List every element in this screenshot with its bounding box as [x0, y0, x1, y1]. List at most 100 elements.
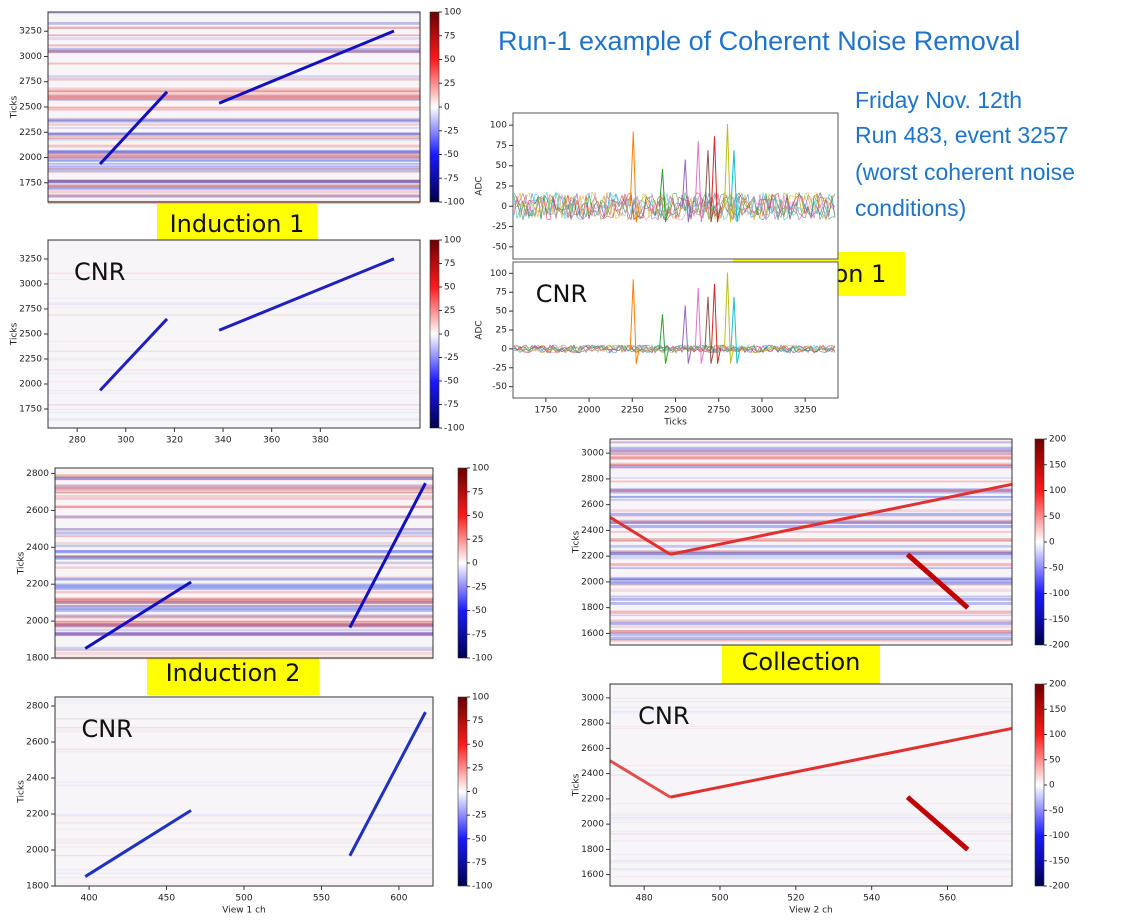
colorbar-tick-label: -75	[444, 400, 459, 410]
noise-stripe	[610, 869, 1012, 871]
noise-stripe	[610, 555, 1012, 560]
y-tick-label: 25	[496, 182, 507, 192]
tag-label: Collection	[742, 648, 861, 676]
noise-stripe	[610, 774, 1012, 776]
noise-stripe	[610, 597, 1012, 601]
track	[84, 809, 192, 878]
waveform-peak	[659, 168, 669, 223]
noise-stripe	[610, 466, 1012, 470]
y-tick-label: -25	[492, 363, 507, 373]
y-tick-label: 2400	[581, 769, 604, 779]
noise-stripe	[55, 476, 433, 478]
colorbar-tick-label: 200	[1049, 435, 1066, 445]
noise-stripe	[48, 137, 420, 139]
noise-stripe	[610, 621, 1012, 624]
noise-stripe	[610, 684, 1012, 686]
y-tick-label: -50	[492, 242, 507, 252]
y-tick-label: 1800	[581, 603, 604, 613]
colorbar-tick-label: 50	[1049, 512, 1061, 522]
y-tick-label: 3250	[19, 255, 42, 265]
noise-stripe	[610, 774, 1012, 776]
waveform	[513, 344, 836, 354]
noise-stripe	[48, 369, 420, 371]
noise-stripe	[55, 821, 433, 823]
panel-label: CNR	[81, 715, 132, 743]
noise-stripe	[610, 630, 1012, 634]
x-tick-label: 600	[390, 894, 407, 904]
noise-stripe	[48, 12, 420, 15]
noise-stripe	[610, 854, 1012, 856]
noise-stripe	[48, 132, 420, 136]
noise-stripe	[610, 441, 1012, 444]
waveform-peak	[694, 140, 705, 223]
noise-stripe	[48, 157, 420, 160]
track	[905, 795, 970, 852]
noise-stripe	[55, 505, 433, 509]
noise-stripe	[48, 156, 420, 159]
noise-stripe	[48, 314, 420, 316]
noise-stripe	[55, 751, 433, 753]
y-tick-label: 2200	[581, 552, 604, 562]
info-line: conditions)	[855, 195, 966, 221]
wave-bg	[512, 112, 839, 260]
noise-stripe	[610, 452, 1012, 456]
noise-stripe	[48, 412, 420, 414]
noise-stripe	[610, 625, 1012, 628]
noise-stripe	[55, 781, 433, 783]
noise-stripe	[55, 555, 433, 558]
colorbar-tick-label: -100	[1049, 589, 1070, 599]
noise-stripe	[610, 833, 1012, 835]
noise-stripe	[55, 624, 433, 628]
track	[218, 29, 395, 105]
colorbar-tick-label: 100	[472, 464, 489, 474]
noise-stripe	[610, 632, 1012, 635]
waveform-peak	[629, 131, 640, 223]
noise-stripe	[48, 194, 420, 198]
y-tick-label: 50	[496, 307, 508, 317]
noise-stripe	[610, 519, 1012, 521]
heatmap	[609, 439, 1013, 645]
noise-stripe	[610, 509, 1012, 512]
noise-stripe	[48, 419, 420, 421]
noise-stripe	[48, 78, 420, 81]
waveform-peak	[724, 124, 734, 223]
colorbar-tick-label: 100	[472, 693, 489, 703]
noise-stripe	[48, 165, 420, 168]
noise-stripe	[610, 583, 1012, 586]
noise-stripe	[610, 725, 1012, 727]
noise-stripe	[55, 699, 433, 701]
colorbar-tick-label: -200	[1049, 641, 1070, 651]
x-tick-label: 360	[263, 436, 280, 446]
noise-stripe	[55, 840, 433, 842]
noise-stripe	[610, 515, 1012, 518]
noise-stripe	[610, 710, 1012, 712]
y-tick-label: 2200	[581, 794, 604, 804]
waveform-peak	[724, 272, 734, 364]
y-axis-label: Ticks	[17, 780, 27, 804]
colorbar-tick-label: 50	[472, 511, 484, 521]
noise-stripe	[610, 697, 1012, 699]
noise-stripe	[610, 770, 1012, 772]
colorbar-tick-label: 50	[444, 283, 456, 293]
noise-stripe	[610, 706, 1012, 708]
noise-stripe	[55, 550, 433, 554]
noise-stripe	[48, 180, 420, 183]
frame	[609, 438, 1013, 646]
noise-stripe	[55, 702, 433, 704]
noise-stripe	[610, 512, 1012, 516]
noise-stripe	[55, 633, 433, 637]
x-tick-label: 3000	[750, 406, 773, 416]
noise-stripe	[48, 194, 420, 198]
colorbar-tick-label: -100	[472, 654, 493, 664]
colorbar-tick-label: 0	[1049, 538, 1055, 548]
noise-stripe	[610, 462, 1012, 465]
noise-stripe	[55, 731, 433, 733]
noise-stripe	[610, 463, 1012, 466]
noise-stripe	[610, 447, 1012, 451]
noise-stripe	[48, 184, 420, 187]
noise-stripe	[48, 179, 420, 182]
noise-stripe	[55, 854, 433, 856]
colorbar-tick-label: 25	[472, 535, 483, 545]
track	[98, 317, 169, 392]
noise-stripe	[48, 190, 420, 194]
